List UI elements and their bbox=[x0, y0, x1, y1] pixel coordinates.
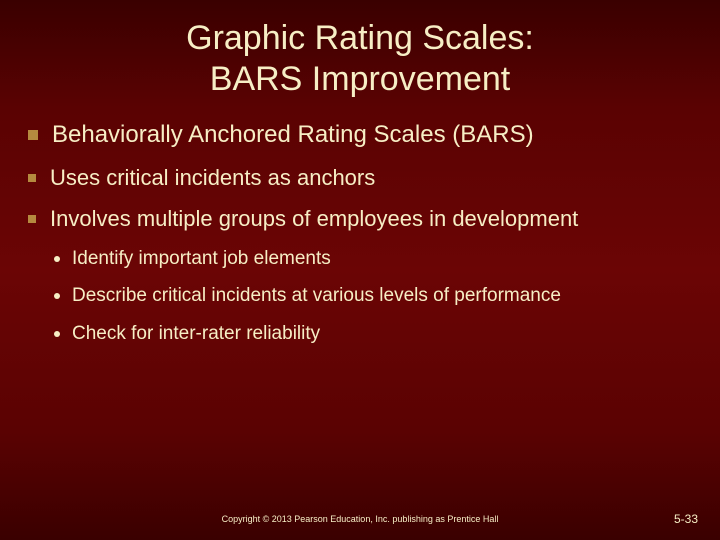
dot-bullet-icon bbox=[54, 256, 60, 262]
slide-content: Behaviorally Anchored Rating Scales (BAR… bbox=[0, 120, 720, 346]
page-number: 5-33 bbox=[674, 512, 698, 526]
square-bullet-icon bbox=[28, 130, 38, 140]
bullet-lvl3: Check for inter-rater reliability bbox=[54, 322, 692, 346]
square-bullet-icon bbox=[28, 174, 36, 182]
copyright-text: Copyright © 2013 Pearson Education, Inc.… bbox=[0, 514, 720, 524]
bullet-lvl2: Uses critical incidents as anchors bbox=[28, 164, 692, 192]
bullet-text: Identify important job elements bbox=[72, 247, 331, 271]
bullet-lvl3: Describe critical incidents at various l… bbox=[54, 284, 692, 308]
bullet-text: Uses critical incidents as anchors bbox=[50, 164, 375, 192]
slide-title: Graphic Rating Scales: BARS Improvement bbox=[0, 0, 720, 120]
bullet-lvl2: Involves multiple groups of employees in… bbox=[28, 205, 692, 233]
dot-bullet-icon bbox=[54, 293, 60, 299]
title-line-2: BARS Improvement bbox=[210, 60, 510, 98]
sub-bullet-group: Identify important job elements Describe… bbox=[28, 247, 692, 346]
bullet-text: Check for inter-rater reliability bbox=[72, 322, 320, 346]
bullet-text: Involves multiple groups of employees in… bbox=[50, 205, 578, 233]
bullet-text: Behaviorally Anchored Rating Scales (BAR… bbox=[52, 120, 534, 150]
dot-bullet-icon bbox=[54, 331, 60, 337]
square-bullet-icon bbox=[28, 215, 36, 223]
bullet-lvl1: Behaviorally Anchored Rating Scales (BAR… bbox=[28, 120, 692, 150]
bullet-lvl3: Identify important job elements bbox=[54, 247, 692, 271]
slide: Graphic Rating Scales: BARS Improvement … bbox=[0, 0, 720, 540]
title-line-1: Graphic Rating Scales: bbox=[186, 19, 534, 57]
bullet-text: Describe critical incidents at various l… bbox=[72, 284, 561, 308]
